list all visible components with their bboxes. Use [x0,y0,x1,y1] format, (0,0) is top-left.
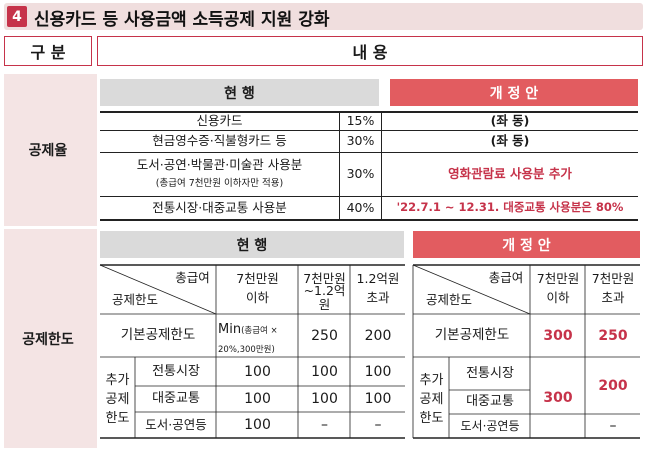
extra-value: – [374,417,382,434]
corner-bottom-label: 공제한도 [425,291,472,307]
col-header: 초과 [366,289,390,305]
current-label: 현 행 [100,79,379,106]
basic-limit-label: 기본공제한도 [120,327,196,344]
min-note-b: 20%,300만원) [218,345,275,355]
basic-value: 250 [311,327,338,344]
col-header: 초과 [601,289,625,305]
section-number-badge: 4 [7,6,27,27]
divider [100,130,638,131]
deduction-limit-category: 공제한도 [22,331,74,348]
col-header: 7천만원 [236,270,279,286]
corner-top-label: 총급여 [488,269,524,285]
col-header: 7천만원 [303,270,346,286]
rate-proposal: '22.7.1 ~ 12.31. 대중교통 사용분은 80% [396,200,624,215]
col-header: 이하 [245,289,269,305]
rate-item-note: (총급여 7천만원 이하자만 적용) [155,177,284,189]
col-header: 1.2억원 [356,270,400,286]
rate-item: 신용카드 [196,112,243,128]
header-gubun: 구 분 [4,36,92,66]
extra-value: 100 [244,391,271,408]
rate-item: 전통시장·대중교통 사용분 [152,199,287,215]
basic-value: 250 [598,327,628,344]
extra-item-name: 도서·공연등 [460,418,520,433]
extra-label-line: 한도 [419,410,444,426]
divider [381,111,382,220]
min-formula-cell: Min(총급여 × 20%,300만원) [218,318,298,355]
basic-value: 200 [364,327,392,344]
rate-value: 15% [346,112,375,128]
col-header: 이하 [546,289,570,305]
extra-item-name: 대중교통 [466,394,514,410]
extra-item-name: 전통시장 [152,363,200,379]
rate-value: 30% [346,133,375,149]
rate-item: 도서·공연·박물관·미술관 사용분 [136,156,303,172]
rate-value: 40% [346,199,375,215]
extra-label-line: 추가 [419,372,444,388]
deduction-rate-category: 공제율 [28,143,68,159]
divider [100,219,638,221]
merged-extra-value: 300 [543,389,573,406]
extra-label-line: 추가 [105,372,130,388]
proposal-label: 개 정 안 [413,231,640,258]
divider [339,111,340,220]
min-label: Min [218,322,242,337]
rate-item: 현금영수증·직불형카드 등 [152,133,287,149]
extra-label-line: 공제 [419,391,444,407]
col-header: 7천만원 [536,270,580,286]
divider [100,152,638,153]
extra-value: 100 [244,417,271,434]
rate-value: 30% [346,166,375,182]
rate-proposal: (좌 동) [490,112,530,128]
extra-item-name: 전통시장 [466,365,514,381]
col-header: 7천만원 [591,270,635,286]
min-note-a: (총급여 × [241,326,278,336]
extra-value: 100 [311,391,338,408]
extra-value: 100 [364,363,392,380]
extra-label-line: 한도 [105,410,130,426]
current-label: 현 행 [100,231,404,258]
col-header: ~1.2억원 [303,282,346,312]
divider [100,111,638,113]
extra-value: 100 [311,363,338,380]
rate-proposal: (좌 동) [490,133,530,149]
rate-proposal: 영화관람료 사용분 추가 [448,166,572,182]
extra-value: – [321,417,328,434]
proposal-label: 개 정 안 [390,79,638,106]
extra-label-line: 공제 [105,391,130,407]
corner-bottom-label: 공제한도 [111,291,158,307]
title-bar [4,3,643,30]
page-title: 신용카드 등 사용금액 소득공제 지원 강화 [34,10,330,30]
extra-value: 100 [244,363,271,380]
header-naeyong: 내 용 [97,36,643,66]
extra-item-name: 대중교통 [152,391,200,407]
corner-top-label: 총급여 [175,269,210,285]
merged-extra-value: 200 [598,377,628,394]
extra-value: 100 [364,391,392,408]
basic-limit-label: 기본공제한도 [434,327,510,344]
extra-item-name: 도서·공연등 [145,417,207,433]
basic-value: 300 [543,327,573,344]
extra-value: – [609,418,617,435]
divider [100,196,638,197]
